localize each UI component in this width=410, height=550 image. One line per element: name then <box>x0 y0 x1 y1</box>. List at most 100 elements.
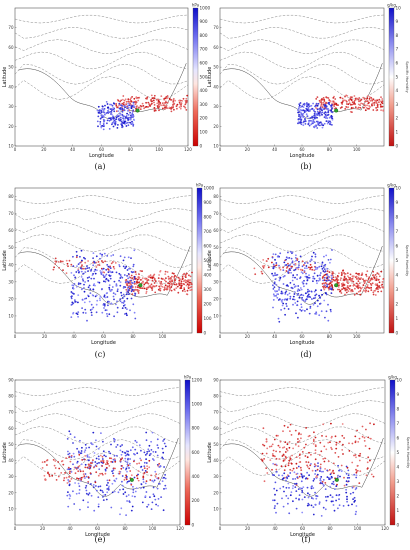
y-axis-label: Latitude <box>207 442 213 463</box>
trajectory-point <box>365 275 368 278</box>
trajectory-point <box>370 277 373 280</box>
trajectory-point <box>133 106 136 109</box>
contour-line <box>219 426 386 444</box>
trajectory-point <box>364 109 367 112</box>
trajectory-point <box>276 502 279 505</box>
trajectory-point <box>297 122 299 125</box>
trajectory-point <box>314 253 317 256</box>
trajectory-point <box>361 286 364 289</box>
trajectory-point <box>355 476 358 479</box>
trajectory-point <box>343 278 345 281</box>
trajectory-point <box>375 107 377 109</box>
trajectory-point <box>179 107 182 110</box>
trajectory-point <box>113 110 116 113</box>
colorbar-tick-label: 4 <box>397 464 400 469</box>
trajectory-point <box>301 296 303 299</box>
contour-line <box>219 452 386 476</box>
trajectory-point <box>164 484 167 487</box>
trajectory-point <box>136 105 138 107</box>
trajectory-point <box>312 122 314 125</box>
trajectory-point <box>172 97 175 100</box>
trajectory-point <box>182 277 184 280</box>
trajectory-point <box>312 479 315 482</box>
x-tick-label: 20 <box>245 147 251 152</box>
trajectory-point <box>275 463 278 466</box>
trajectory-point <box>283 424 286 427</box>
chart-panel-2: 0 20 40 60 80 10010203040506070LongitudeLatit… <box>207 3 409 172</box>
trajectory-point <box>163 438 166 441</box>
trajectory-point <box>265 440 268 443</box>
trajectory-point <box>75 468 78 470</box>
trajectory-point <box>296 274 298 276</box>
colorbar-tick-label: 5 <box>397 450 400 455</box>
trajectory-point <box>376 104 379 107</box>
trajectory-point <box>108 485 110 488</box>
trajectory-point <box>136 477 139 480</box>
trajectory-point <box>308 467 311 470</box>
trajectory-point <box>143 283 146 286</box>
trajectory-point <box>178 284 181 286</box>
trajectory-point <box>148 454 151 457</box>
trajectory-point <box>380 105 382 108</box>
trajectory-point <box>87 480 90 483</box>
colorbar-tick-label: 10 <box>396 5 402 10</box>
trajectory-point <box>89 288 92 291</box>
panel-caption: (c) <box>95 350 106 359</box>
trajectory-point <box>330 274 333 277</box>
trajectory-point <box>334 103 336 106</box>
trajectory-point <box>108 465 111 467</box>
trajectory-point <box>97 105 100 108</box>
trajectory-point <box>80 249 83 252</box>
trajectory-point <box>98 468 101 471</box>
trajectory-point <box>131 96 134 98</box>
trajectory-point <box>126 500 128 502</box>
trajectory-point <box>89 465 92 468</box>
trajectory-point <box>150 449 153 451</box>
trajectory-point <box>369 287 372 290</box>
trajectory-point <box>147 101 150 104</box>
trajectory-point <box>363 281 366 284</box>
trajectory-point <box>104 280 107 283</box>
trajectory-point <box>298 440 301 442</box>
trajectory-point <box>133 283 136 285</box>
trajectory-point <box>102 261 104 264</box>
trajectory-point <box>302 282 305 285</box>
trajectory-point <box>382 109 385 112</box>
trajectory-point <box>334 98 337 100</box>
trajectory-point <box>93 283 96 285</box>
trajectory-point <box>353 496 356 499</box>
trajectory-point <box>100 271 103 274</box>
trajectory-point <box>138 281 141 284</box>
trajectory-point <box>321 106 324 108</box>
trajectory-point <box>287 272 290 274</box>
trajectory-point <box>163 287 166 289</box>
trajectory-point <box>54 460 57 462</box>
trajectory-point <box>281 497 283 500</box>
trajectory-point <box>287 264 290 267</box>
trajectory-point <box>326 469 329 472</box>
trajectory-point <box>146 505 149 508</box>
trajectory-point <box>112 261 114 263</box>
trajectory-point <box>156 438 159 441</box>
trajectory-point <box>121 444 123 446</box>
trajectory-point <box>347 103 350 106</box>
trajectory-point <box>310 119 312 122</box>
trajectory-point <box>287 502 289 505</box>
trajectory-point <box>327 319 330 322</box>
trajectory-point <box>160 285 162 287</box>
trajectory-point <box>162 278 165 280</box>
trajectory-point <box>137 470 140 472</box>
trajectory-point <box>180 280 183 283</box>
trajectory-point <box>129 98 132 101</box>
trajectory-point <box>160 104 163 107</box>
trajectory-point <box>292 274 295 277</box>
trajectory-point <box>105 277 108 280</box>
trajectory-point <box>332 101 335 103</box>
trajectory-point <box>74 299 76 301</box>
trajectory-point <box>346 272 349 275</box>
trajectory-point <box>74 472 77 475</box>
trajectory-point <box>371 99 373 102</box>
trajectory-point <box>81 446 83 449</box>
trajectory-point <box>107 482 109 484</box>
trajectory-point <box>353 95 356 97</box>
